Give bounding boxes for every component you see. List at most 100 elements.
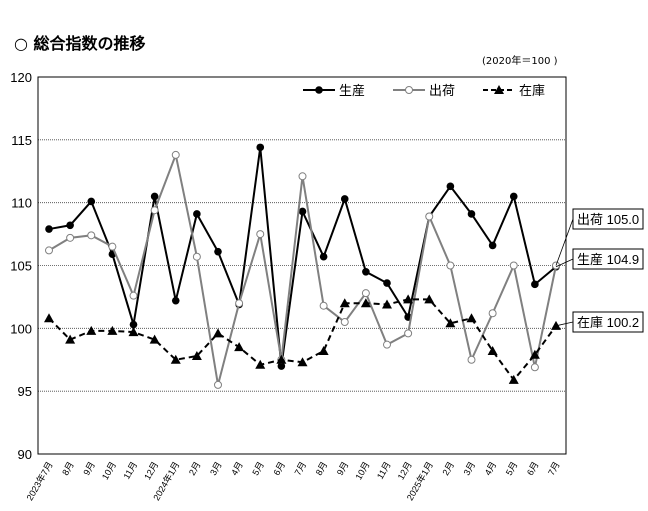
data-point-生産 (383, 279, 391, 287)
data-point-生産 (150, 192, 159, 201)
x-tick-label: 8月 (314, 460, 330, 477)
data-point-生産 (214, 247, 222, 256)
data-point-出荷 (340, 318, 349, 327)
annotation-leader (555, 321, 574, 327)
data-point-在庫 (107, 325, 118, 335)
data-point-生産 (488, 241, 497, 250)
x-tick-label: 4月 (483, 460, 499, 477)
annotation-label: 在庫 100.2 (577, 315, 639, 330)
x-tick-label: 12月 (142, 460, 160, 481)
data-point-在庫 (487, 345, 498, 355)
data-point-在庫 (360, 298, 371, 308)
x-tick-label: 11月 (121, 460, 139, 481)
data-point-出荷 (446, 261, 455, 270)
x-tick-label: 3月 (462, 460, 478, 477)
data-point-生産 (319, 252, 328, 261)
data-point-出荷 (45, 246, 53, 255)
data-point-生産 (467, 210, 476, 218)
data-point-出荷 (509, 261, 518, 270)
data-point-在庫 (445, 318, 456, 328)
data-point-生産 (87, 197, 96, 206)
x-tick-label: 5月 (250, 460, 266, 477)
x-tick-label: 10月 (100, 460, 118, 481)
y-tick-label: 120 (10, 70, 32, 85)
data-point-在庫 (86, 325, 97, 335)
plot-frame (37, 76, 567, 455)
legend-marker-在庫 (494, 85, 504, 94)
data-point-出荷 (319, 301, 328, 310)
x-tick-label: 9月 (335, 460, 351, 477)
legend-label-生産: 生産 (339, 83, 365, 98)
data-point-在庫 (529, 349, 540, 359)
legend-label-在庫: 在庫 (519, 83, 545, 98)
data-point-在庫 (297, 357, 308, 367)
data-point-在庫 (318, 345, 329, 355)
data-point-出荷 (383, 340, 391, 349)
data-point-出荷 (214, 380, 222, 389)
data-point-生産 (298, 207, 307, 216)
data-point-出荷 (256, 230, 265, 239)
x-tick-label: 12月 (396, 460, 414, 481)
data-point-在庫 (403, 294, 414, 304)
x-tick-label: 3月 (208, 460, 224, 477)
series-line-出荷 (48, 151, 557, 386)
data-point-出荷 (467, 355, 476, 364)
data-point-出荷 (108, 242, 117, 251)
data-point-出荷 (87, 231, 96, 240)
data-point-在庫 (191, 350, 202, 360)
data-point-在庫 (424, 294, 435, 304)
x-tick-label: 2月 (440, 460, 456, 477)
x-tick-label: 7月 (293, 460, 309, 477)
data-point-生産 (509, 192, 518, 201)
data-point-生産 (45, 225, 53, 233)
data-point-在庫 (128, 327, 139, 337)
data-point-生産 (277, 362, 286, 370)
annotation-leader (555, 258, 574, 268)
data-point-出荷 (404, 329, 413, 338)
y-tick-label: 115 (11, 133, 32, 148)
data-point-出荷 (150, 206, 159, 215)
x-tick-label: 4月 (229, 460, 245, 477)
annotation-box (572, 248, 644, 270)
x-tick-label: 6月 (525, 460, 541, 477)
x-tick-label: 10月 (353, 460, 371, 481)
x-tick-label: 11月 (375, 460, 393, 481)
data-point-在庫 (65, 334, 76, 344)
data-point-在庫 (234, 342, 245, 352)
y-tick-label: 95 (18, 384, 32, 399)
data-point-生産 (129, 320, 138, 329)
data-point-生産 (193, 210, 201, 218)
data-point-在庫 (551, 320, 561, 330)
data-point-生産 (66, 221, 74, 230)
annotation-box (572, 208, 644, 230)
annotation-label: 出荷 105.0 (577, 212, 639, 227)
page-title: ○ 総合指数の推移 (14, 34, 146, 53)
data-point-在庫 (44, 313, 54, 323)
y-tick-label: 110 (11, 196, 32, 211)
data-point-出荷 (361, 289, 370, 298)
data-point-在庫 (466, 313, 477, 323)
data-point-生産 (171, 296, 180, 305)
data-point-在庫 (170, 354, 181, 364)
data-point-生産 (340, 195, 349, 203)
data-point-生産 (531, 280, 539, 289)
y-tick-label: 100 (10, 321, 32, 336)
x-tick-label: 9月 (81, 460, 97, 477)
data-point-出荷 (488, 309, 497, 318)
annotation-label: 生産 104.9 (577, 252, 639, 267)
data-point-在庫 (382, 299, 392, 309)
data-point-出荷 (66, 233, 75, 242)
data-point-出荷 (235, 299, 244, 308)
legend-marker-出荷 (405, 86, 413, 94)
base-year-note: (2020年＝100 ) (482, 56, 558, 67)
data-point-在庫 (508, 374, 519, 384)
data-point-生産 (446, 182, 455, 191)
x-tick-label: 6月 (271, 460, 287, 477)
x-tick-label: 2023年7月 (24, 460, 55, 503)
data-point-出荷 (425, 212, 434, 221)
data-point-出荷 (530, 363, 539, 372)
legend-marker-生産 (315, 86, 323, 94)
annotation-box (572, 311, 644, 333)
legend-label-出荷: 出荷 (429, 83, 455, 98)
